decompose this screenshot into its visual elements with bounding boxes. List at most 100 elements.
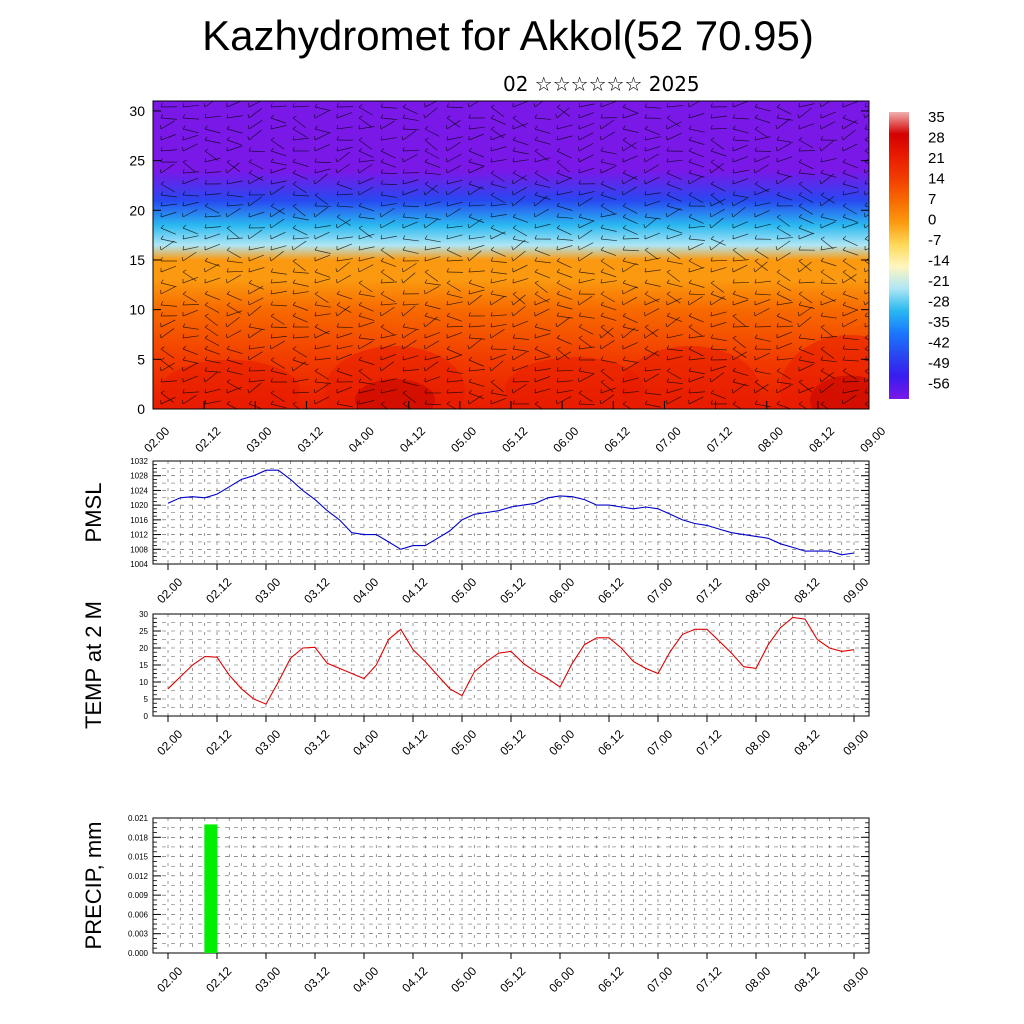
wind-barb-flag bbox=[732, 346, 737, 350]
wind-barb-flag bbox=[226, 159, 231, 163]
wind-barb bbox=[798, 194, 814, 203]
wind-barb-flag bbox=[556, 268, 560, 273]
wind-barb bbox=[732, 259, 749, 262]
wind-barb-flag bbox=[577, 202, 580, 207]
wind-barb-flag bbox=[402, 323, 406, 328]
wind-barb bbox=[402, 130, 417, 141]
wind-barb bbox=[732, 370, 749, 376]
wind-barb bbox=[820, 238, 834, 250]
wind-barb-flag bbox=[688, 202, 691, 207]
wind-barb bbox=[314, 168, 331, 174]
wind-barb bbox=[666, 334, 683, 339]
wind-barb bbox=[754, 381, 769, 392]
wind-barb bbox=[336, 112, 353, 119]
wind-barb bbox=[776, 156, 793, 163]
wind-barb bbox=[358, 246, 375, 251]
wind-barb bbox=[710, 183, 726, 192]
wind-barb bbox=[754, 293, 771, 296]
wind-barb bbox=[512, 186, 528, 196]
precip-panel: 0.0000.0030.0060.0090.0120.0150.0180.021… bbox=[81, 814, 872, 995]
wind-barb-flag bbox=[753, 169, 756, 174]
wind-barb-flag bbox=[622, 235, 625, 240]
wind-barb-flag bbox=[358, 190, 360, 196]
wind-barb bbox=[556, 216, 573, 219]
wind-barb bbox=[160, 392, 175, 403]
wind-barb bbox=[380, 203, 397, 207]
wind-barb-flag bbox=[380, 169, 383, 174]
wind-barb bbox=[864, 238, 869, 242]
wind-barb-flag bbox=[798, 137, 803, 141]
wind-barb bbox=[798, 261, 812, 273]
wind-barb-flag bbox=[622, 257, 626, 262]
wind-barb bbox=[402, 216, 419, 219]
wind-barb bbox=[688, 267, 705, 273]
wind-barb-flag bbox=[688, 367, 692, 372]
x-tick-label: 08.00 bbox=[755, 424, 786, 455]
wind-barb bbox=[512, 150, 529, 155]
wind-barb-flag bbox=[511, 389, 514, 394]
wind-barb bbox=[842, 309, 858, 317]
wind-barb bbox=[512, 381, 530, 383]
wind-barb bbox=[754, 280, 771, 284]
wind-barb-flag bbox=[226, 401, 231, 405]
wind-barb bbox=[182, 391, 199, 394]
wind-barb bbox=[864, 325, 869, 328]
wind-barb bbox=[182, 128, 199, 134]
wind-barb-flag bbox=[270, 400, 274, 405]
wind-barb bbox=[688, 194, 704, 203]
wind-barb-flag bbox=[798, 192, 803, 196]
wind-barb-flag bbox=[248, 323, 252, 328]
wind-barb-flag bbox=[358, 104, 363, 108]
wind-barb-flag bbox=[379, 367, 382, 372]
wind-barb-flag bbox=[578, 180, 581, 185]
colorbar-label: -14 bbox=[928, 253, 950, 270]
wind-barb-flag bbox=[314, 312, 317, 317]
wind-barb bbox=[644, 328, 659, 339]
x-tick-label: 03.00 bbox=[244, 424, 275, 455]
wind-barb bbox=[314, 128, 331, 134]
wind-barb bbox=[556, 293, 573, 300]
wind-barb bbox=[160, 194, 177, 198]
wind-barb bbox=[314, 313, 331, 317]
wind-barb-flag bbox=[754, 114, 758, 119]
wind-barb-flag bbox=[577, 257, 580, 262]
wind-barb-flag bbox=[688, 346, 693, 350]
wind-barb-flag bbox=[358, 301, 363, 306]
wind-barb bbox=[336, 146, 353, 152]
wind-barb-flag bbox=[666, 202, 670, 207]
wind-barb bbox=[204, 128, 221, 134]
wind-barb-flag bbox=[556, 213, 560, 218]
wind-barb-flag bbox=[710, 257, 713, 262]
wind-barb bbox=[732, 139, 749, 142]
wind-barb bbox=[644, 348, 660, 357]
x-tick-label: 08.00 bbox=[742, 575, 773, 606]
wind-barb bbox=[710, 322, 727, 328]
wind-barb bbox=[292, 216, 309, 221]
y-tick-label: 0 bbox=[137, 401, 145, 417]
wind-barb bbox=[270, 231, 286, 240]
wind-barb-flag bbox=[600, 135, 602, 141]
wind-barb bbox=[424, 355, 441, 361]
wind-barb bbox=[314, 330, 330, 339]
wind-barb bbox=[776, 282, 792, 292]
wind-barb-flag bbox=[424, 279, 428, 284]
wind-barb bbox=[380, 150, 396, 159]
wind-barb-flag bbox=[358, 388, 360, 394]
wind-barb-flag bbox=[754, 126, 759, 130]
wind-barb-flag bbox=[534, 367, 537, 372]
wind-barb bbox=[358, 400, 375, 405]
wind-barb-flag bbox=[688, 192, 693, 196]
wind-barb-flag bbox=[710, 212, 712, 218]
wind-barb-flag bbox=[423, 114, 426, 119]
wind-barb-flag bbox=[380, 301, 383, 306]
wind-barb bbox=[600, 381, 614, 393]
wind-barb bbox=[798, 123, 815, 130]
wind-barb-flag bbox=[380, 158, 384, 163]
wind-barb bbox=[446, 120, 461, 130]
wind-barb-flag bbox=[335, 224, 338, 229]
wind-barb bbox=[688, 348, 704, 357]
wind-barb-flag bbox=[512, 225, 517, 229]
x-tick-label: 04.00 bbox=[346, 424, 377, 455]
wind-barb bbox=[820, 315, 837, 319]
wind-barb-flag bbox=[776, 378, 780, 383]
